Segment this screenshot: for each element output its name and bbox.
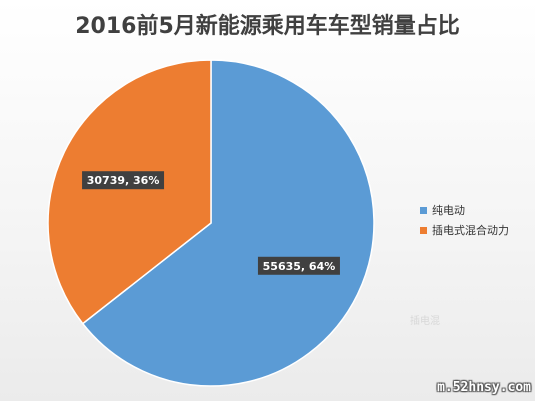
data-label-text: 30739, 36%	[87, 174, 160, 187]
data-label-phev: 30739, 36%	[82, 171, 165, 190]
pie-slice-phev	[47, 59, 212, 325]
legend-label-phev: 插电式混合动力	[432, 224, 509, 237]
legend-swatch-ev	[420, 206, 427, 214]
legend-swatch-phev	[420, 226, 427, 234]
pie-slice-ev	[81, 59, 375, 387]
watermark-text: 插电混	[410, 316, 440, 327]
data-label-box	[82, 171, 165, 190]
data-label-box	[257, 256, 340, 275]
data-label-ev: 55635, 64%	[257, 256, 340, 275]
legend-item-phev: 插电式混合动力	[420, 220, 509, 240]
chart-title: 2016前5月新能源乘用车车型销量占比	[75, 14, 460, 39]
legend-item-ev: 纯电动	[420, 200, 509, 220]
watermark-url: m.52hnsy.com	[437, 380, 531, 395]
legend: 纯电动 插电式混合动力	[420, 200, 509, 240]
data-label-text: 55635, 64%	[263, 260, 336, 273]
legend-label-ev: 纯电动	[432, 204, 465, 217]
